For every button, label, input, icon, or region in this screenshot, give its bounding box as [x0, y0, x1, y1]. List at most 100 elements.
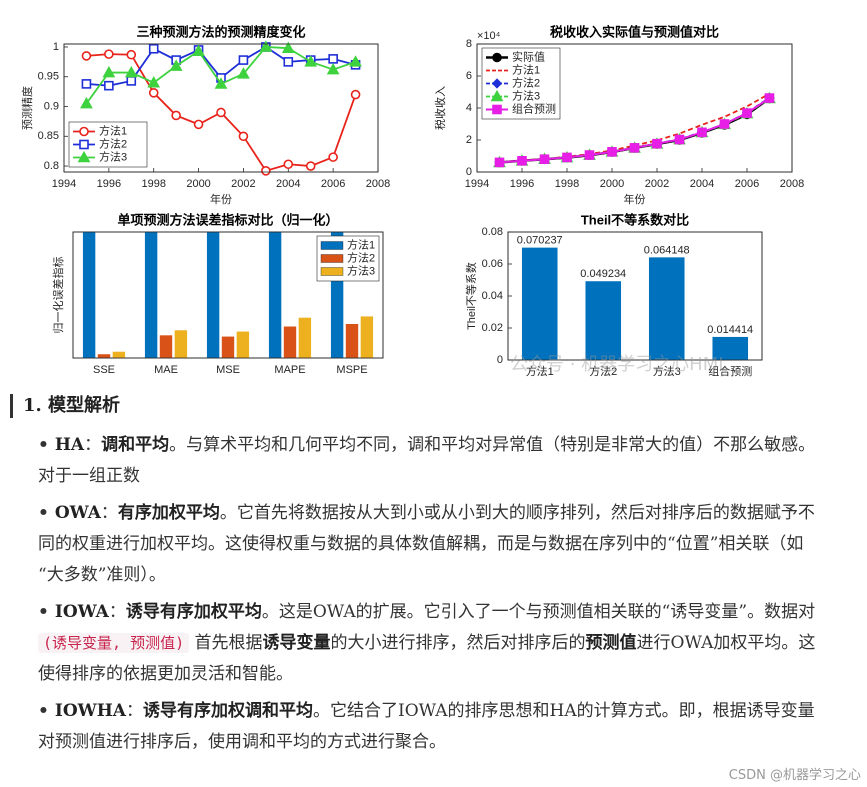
marker [629, 143, 640, 153]
text: 首先根据 [189, 633, 263, 653]
paragraph: IOWHA：诱导有序加权调和平均。它结合了IOWA的排序思想和HA的计算方式。即… [38, 696, 818, 758]
chart-title: 三种预测方法的预测精度变化 [136, 24, 305, 39]
inline-code: (诱导变量, 预测值) [38, 633, 190, 653]
text: 。这是OWA的扩展。它引入了一个与预测值相关联的“诱导变量”。数据对 [261, 602, 816, 622]
legend-label: 方法2 [99, 136, 127, 150]
bar [159, 335, 173, 358]
y-tick-label: 6 [466, 70, 472, 82]
y-axis-label: 税收收入 [433, 86, 447, 130]
y-tick-label: 0.85 [38, 130, 59, 142]
marker [328, 152, 338, 162]
x-tick-label: 2000 [186, 178, 210, 190]
x-axis-label: 年份 [624, 192, 646, 206]
y-tick-label: 0.08 [482, 226, 503, 238]
marker [517, 156, 527, 166]
marker [305, 161, 316, 171]
marker [169, 59, 183, 71]
bold-text: OWA [54, 503, 101, 523]
marker [492, 52, 502, 63]
x-tick-label: 1998 [141, 178, 165, 190]
bar [144, 232, 158, 358]
y-tick-label: 8 [466, 38, 472, 50]
legend-label: 方法3 [512, 88, 540, 102]
marker [238, 55, 249, 65]
marker [147, 76, 161, 88]
marker [539, 154, 550, 164]
x-tick-label: 1996 [97, 178, 121, 190]
chart-title: Theil不等系数对比 [581, 212, 689, 227]
bar [236, 331, 250, 358]
bar [283, 326, 297, 358]
y-tick-label: 0.06 [482, 258, 503, 270]
paragraphs: HA：调和平均。与算术平均和几何平均不同，调和平均对异常值（特别是非常大的值）不… [38, 430, 818, 758]
legend-label: 方法2 [347, 250, 375, 264]
marker [490, 89, 504, 102]
marker [102, 65, 116, 78]
y-tick-label: 0.95 [38, 71, 59, 83]
y-axis-label: 预测精度 [20, 86, 34, 130]
text: 。它首先将数据按从大到小或从小到大的顺序排列，然后对排序后的数据赋予不同的权重进… [38, 503, 815, 585]
legend-label: 方法1 [512, 62, 540, 76]
y-tick-label: 0 [497, 354, 503, 366]
x-tick-label: 2002 [645, 178, 669, 190]
data-label: 0.064148 [644, 244, 690, 256]
marker [81, 79, 92, 89]
document: 1. 模型解析 HA：调和平均。与算术平均和几何平均不同，调和平均对异常值（特别… [0, 386, 867, 764]
marker [494, 157, 505, 168]
marker [326, 62, 340, 75]
bar [712, 336, 749, 360]
x-tick-label: 2006 [735, 178, 759, 190]
marker [674, 134, 685, 145]
marker [124, 65, 138, 78]
axes-frame [507, 231, 763, 361]
marker [148, 43, 159, 54]
legend-label: 实际值 [512, 49, 545, 63]
marker [126, 49, 137, 60]
bar [298, 317, 312, 358]
bar [345, 323, 359, 358]
marker [652, 138, 662, 149]
bar [360, 316, 374, 358]
bar [221, 336, 235, 358]
x-tick-label: 1994 [465, 178, 489, 190]
chart-title: 单项预测方法误差指标对比（归一化） [117, 212, 338, 227]
bold-text: 预测值 [585, 633, 637, 653]
bar [521, 247, 558, 360]
legend-label: 方法3 [347, 263, 375, 277]
marker [79, 126, 89, 137]
y-tick-label: 0 [466, 166, 472, 178]
marker [171, 110, 181, 121]
legend-patch [320, 241, 344, 250]
bar [648, 257, 685, 360]
x-tick-label: 方法2 [589, 364, 617, 378]
bar [97, 354, 111, 358]
marker [742, 108, 752, 118]
marker [193, 119, 204, 130]
bold-text: 诱导变量 [262, 633, 331, 653]
x-tick-label: MAE [154, 364, 178, 376]
marker [283, 159, 294, 170]
legend-label: 方法2 [512, 75, 540, 89]
footer: CSDN @机器学习之心 [728, 768, 861, 783]
x-tick-label: SSE [93, 364, 115, 376]
bar [206, 232, 220, 358]
marker [328, 54, 338, 64]
marker [304, 55, 318, 67]
text: 的大小进行排序，然后对排序后的 [330, 633, 586, 653]
marker [238, 131, 249, 142]
bold-text: 调和平均 [101, 435, 170, 455]
marker [349, 55, 362, 67]
marker [104, 80, 114, 91]
data-label: 0.070237 [517, 235, 563, 247]
bold-text: IOWA [54, 602, 109, 622]
x-tick-label: 2002 [231, 178, 255, 190]
bar [585, 281, 622, 360]
x-axis-label: 年份 [210, 192, 232, 206]
marker [261, 166, 271, 176]
bar [268, 232, 282, 358]
legend-patch [320, 267, 344, 276]
bold-text: IOWHA [54, 701, 126, 721]
legend-label: 方法1 [99, 123, 127, 137]
marker [148, 88, 159, 98]
bar [112, 351, 126, 358]
